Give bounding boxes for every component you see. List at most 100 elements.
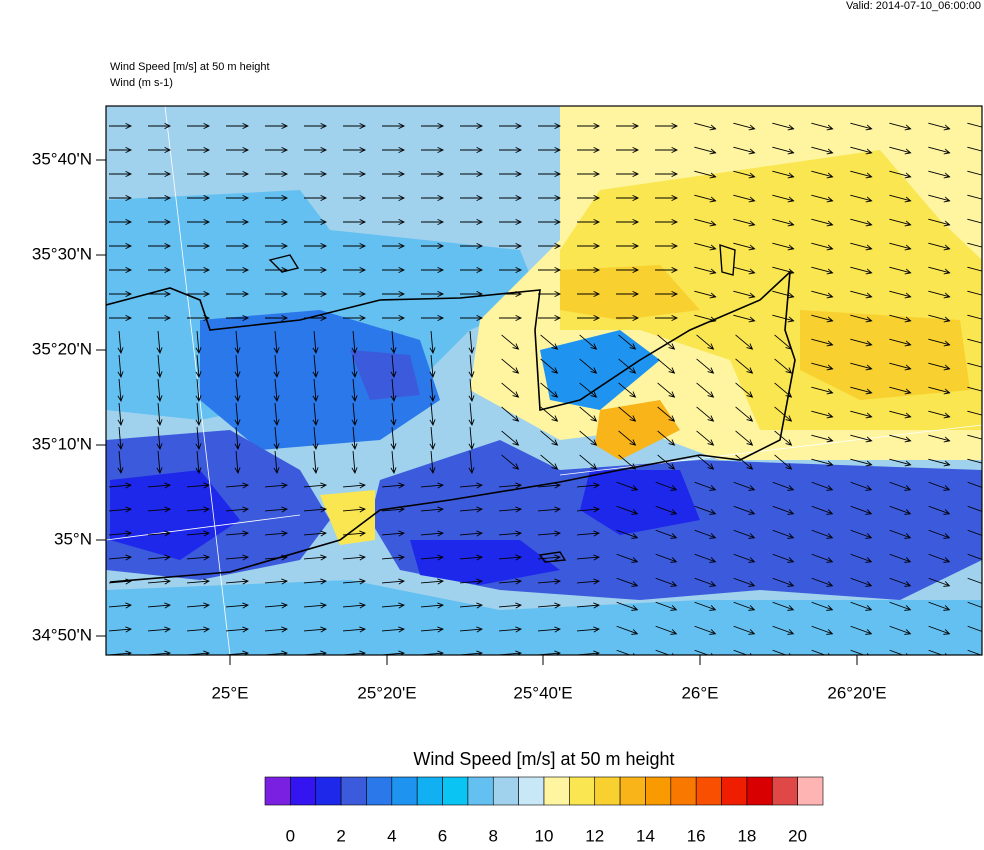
wind-arrow (579, 406, 598, 422)
wind-arrow (148, 170, 172, 178)
wind-arrow (618, 334, 637, 350)
wind-arrow (889, 386, 912, 395)
wind-arrow (928, 577, 951, 587)
wind-arrow (148, 242, 172, 250)
wind-arrow (187, 506, 210, 513)
wind-arrow (577, 626, 600, 633)
wind-arrow (187, 146, 211, 154)
wind-arrow (234, 331, 241, 354)
wind-arrow (226, 290, 250, 298)
wind-arrow (538, 554, 561, 561)
wind-arrow (733, 553, 756, 563)
wind-arrow (187, 482, 210, 489)
wind-arrow (889, 601, 912, 611)
wind-arrow (850, 290, 873, 299)
wind-arrow (811, 242, 834, 251)
wind-arrow (733, 314, 756, 323)
wind-arrow (499, 170, 523, 178)
wind-arrow (967, 146, 982, 152)
wind-arrow (735, 358, 754, 374)
wind-arrow (148, 554, 171, 561)
wind-arrow (655, 505, 678, 515)
wind-arrow (187, 554, 210, 561)
wind-arrow (226, 146, 250, 154)
wind-arrow (499, 290, 523, 298)
wind-arrow (304, 314, 328, 322)
wind-arrow (772, 218, 795, 227)
wind-arrow (265, 290, 289, 298)
wind-arrow (429, 427, 436, 450)
wind-arrow (421, 506, 444, 513)
wind-arrow (226, 122, 250, 130)
wind-arrow (696, 382, 715, 398)
wind-arrow (577, 290, 601, 298)
wind-arrow (733, 170, 756, 179)
wind-arrow (538, 290, 562, 298)
wind-arrow (265, 242, 289, 250)
wind-arrow (967, 529, 982, 536)
wind-arrow (538, 266, 562, 274)
wind-arrow (117, 451, 124, 474)
lat-label: 35°10'N (32, 434, 92, 453)
colorbar-swatch (670, 776, 697, 806)
plot-subtitle: Wind (m s-1) (110, 77, 173, 89)
wind-arrow (967, 338, 982, 344)
wind-arrow (579, 454, 598, 470)
wind-arrow (382, 146, 406, 154)
wind-arrow (226, 530, 249, 537)
wind-arrow (460, 170, 484, 178)
wind-arrow (774, 382, 793, 398)
wind-arrow (967, 625, 982, 632)
wind-arrow (468, 379, 475, 402)
wind-arrow (421, 578, 444, 585)
wind-arrow (343, 146, 367, 154)
wind-arrow (148, 314, 172, 322)
wind-arrow (343, 626, 366, 633)
wind-arrow (460, 506, 483, 513)
wind-arrow (343, 482, 366, 489)
colorbar-swatch (619, 776, 646, 806)
wind-arrow (618, 430, 637, 446)
wind-arrow (382, 194, 406, 202)
wind-arrow (421, 290, 445, 298)
wind-arrow (967, 122, 982, 128)
wind-arrow (187, 266, 211, 274)
wind-arrow (312, 427, 319, 450)
colorbar-swatch (264, 776, 291, 806)
wind-arrow (226, 170, 250, 178)
wind-arrow (460, 194, 484, 202)
wind-arrow (577, 266, 601, 274)
wind-arrow (390, 427, 397, 450)
wind-arrow (850, 386, 873, 395)
wind-arrow (187, 530, 210, 537)
wind-arrow (811, 314, 834, 323)
wind-arrow (928, 314, 951, 323)
valid-time: Valid: 2014-07-10_06:00:00 (846, 0, 981, 12)
wind-arrow (343, 530, 366, 537)
wind-arrow (618, 454, 637, 470)
wind-arrow (109, 170, 133, 178)
wind-arrow (694, 194, 717, 203)
wind-arrow (733, 218, 756, 227)
wind-arrow (694, 122, 717, 131)
wind-arrow (187, 242, 211, 250)
wind-arrow (538, 218, 562, 226)
wind-arrow (148, 194, 172, 202)
wind-arrow (148, 266, 172, 274)
wind-arrow (889, 338, 912, 347)
wind-arrow (655, 170, 679, 178)
wind-arrow (421, 314, 445, 322)
colorbar-tick-label: 0 (286, 826, 295, 845)
wind-arrow (460, 242, 484, 250)
wind-arrow (234, 451, 241, 474)
colorbar-swatch (569, 776, 596, 806)
wind-arrow (109, 290, 133, 298)
wind-arrow (967, 481, 982, 488)
wind-arrow (226, 218, 250, 226)
wind-arrow (540, 334, 559, 350)
wind-arrow (577, 314, 601, 322)
wind-arrow (460, 530, 483, 537)
wind-arrow (616, 625, 639, 635)
wind-arrow (928, 242, 951, 251)
wind-arrow (382, 314, 406, 322)
